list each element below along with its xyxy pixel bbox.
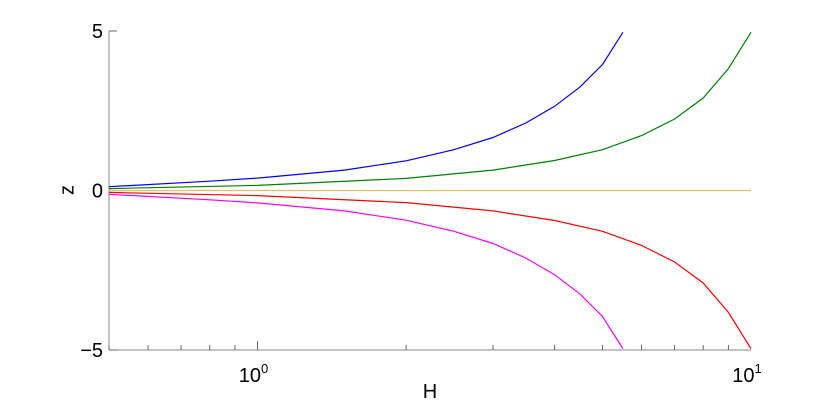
series-line-1 (108, 31, 624, 188)
series-group (108, 31, 752, 350)
x-tick-label: 100 (239, 361, 268, 387)
y-tick-label: 0 (92, 181, 103, 203)
x-tick-label: 101 (732, 361, 761, 387)
axes: 5 0 −5 100 101 (80, 21, 762, 387)
series-line-2 (108, 31, 752, 190)
x-tick-exponent: 0 (261, 361, 268, 376)
y-tick-label: −5 (80, 340, 103, 362)
x-axis-label: H (423, 381, 437, 403)
x-tick-exponent: 1 (755, 361, 762, 376)
y-axis-label: z (56, 185, 78, 195)
series-line-4 (108, 191, 752, 350)
series-line-5 (108, 193, 624, 350)
y-tick-label: 5 (92, 21, 103, 43)
